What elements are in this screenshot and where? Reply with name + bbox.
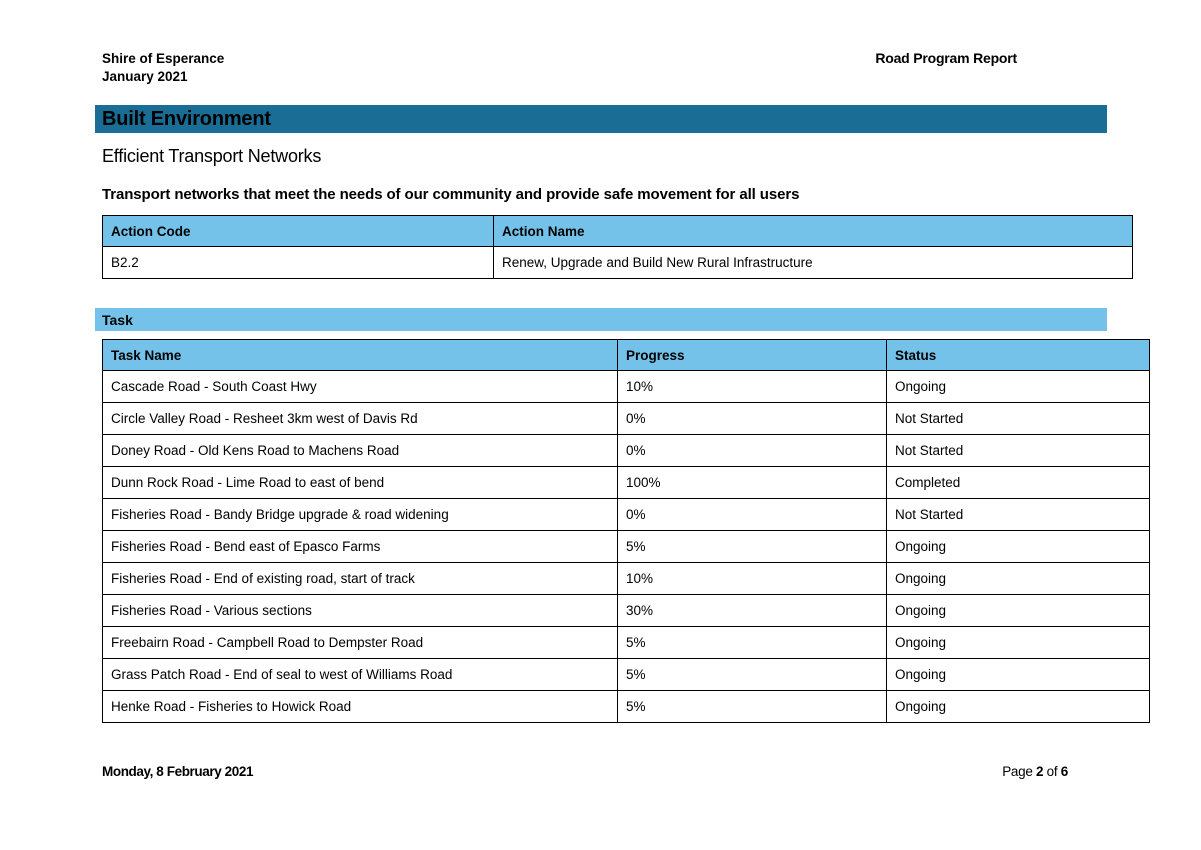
page-header: Shire of Esperance January 2021 Road Pro… (102, 50, 1017, 86)
table-cell: Not Started (886, 434, 1150, 467)
report-period: January 2021 (102, 69, 188, 84)
table-cell: Completed (886, 466, 1150, 499)
action-table-header-row: Action Code Action Name (102, 215, 1133, 247)
page-footer: Monday, 8 February 2021 Page 2 of 6 (102, 764, 1068, 779)
org-name: Shire of Esperance (102, 51, 225, 66)
footer-page-word: Page (1002, 764, 1036, 779)
table-cell: Freebairn Road - Campbell Road to Dempst… (102, 626, 618, 659)
table-cell: 5% (617, 530, 887, 563)
section-banner: Built Environment (95, 105, 1107, 133)
task-table-header-row: Task Name Progress Status (102, 339, 1150, 371)
table-cell: 5% (617, 690, 887, 723)
subsection-description: Transport networks that meet the needs o… (102, 186, 800, 203)
footer-page-indicator: Page 2 of 6 (1002, 764, 1068, 779)
table-cell: 0% (617, 434, 887, 467)
footer-page-total: 6 (1060, 764, 1069, 779)
task-table-body: Cascade Road - South Coast Hwy 10% Ongoing… (102, 370, 1150, 723)
task-banner: Task (95, 308, 1107, 331)
table-cell: Cascade Road - South Coast Hwy (102, 370, 618, 403)
table-cell: 30% (617, 594, 887, 627)
table-cell: B2.2 (102, 246, 494, 279)
table-cell: Grass Patch Road - End of seal to west o… (102, 658, 618, 691)
table-cell: Not Started (886, 498, 1150, 531)
table-cell: Fisheries Road - Bend east of Epasco Far… (102, 530, 618, 563)
table-cell: Doney Road - Old Kens Road to Machens Ro… (102, 434, 618, 467)
action-code-header: Action Code (102, 215, 494, 247)
footer-page-number: 2 (1036, 764, 1044, 779)
table-row: B2.2 Renew, Upgrade and Build New Rural I… (102, 246, 1133, 279)
table-row: Fisheries Road - Bend east of Epasco Far… (102, 530, 1150, 563)
table-row: Cascade Road - South Coast Hwy 10% Ongoing (102, 370, 1150, 403)
status-header: Status (886, 339, 1150, 371)
action-name-header: Action Name (493, 215, 1133, 247)
table-row: Fisheries Road - End of existing road, s… (102, 562, 1150, 595)
table-cell: 100% (617, 466, 887, 499)
table-cell: Renew, Upgrade and Build New Rural Infra… (493, 246, 1133, 279)
table-row: Fisheries Road - Various sections 30% Ongo… (102, 594, 1150, 627)
table-cell: Fisheries Road - Bandy Bridge upgrade & … (102, 498, 618, 531)
report-title: Road Program Report (875, 50, 1017, 66)
table-cell: Fisheries Road - End of existing road, s… (102, 562, 618, 595)
table-row: Grass Patch Road - End of seal to west o… (102, 658, 1150, 691)
table-cell: 5% (617, 626, 887, 659)
action-table-body: B2.2 Renew, Upgrade and Build New Rural I… (102, 246, 1133, 279)
table-cell: 10% (617, 562, 887, 595)
action-table: Action Code Action Name B2.2 Renew, Upgra… (102, 215, 1133, 279)
table-cell: 0% (617, 498, 887, 531)
table-row: Freebairn Road - Campbell Road to Dempst… (102, 626, 1150, 659)
table-cell: Fisheries Road - Various sections (102, 594, 618, 627)
footer-of-word: of (1043, 764, 1061, 779)
task-table-header: Task Name Progress Status (102, 339, 1150, 371)
table-cell: Ongoing (886, 530, 1150, 563)
task-name-header: Task Name (102, 339, 618, 371)
subsection-title: Efficient Transport Networks (102, 146, 322, 166)
table-cell: Not Started (886, 402, 1150, 435)
table-row: Doney Road - Old Kens Road to Machens Ro… (102, 434, 1150, 467)
table-cell: Ongoing (886, 658, 1150, 691)
table-cell: Ongoing (886, 370, 1150, 403)
table-row: Circle Valley Road - Resheet 3km west of… (102, 402, 1150, 435)
table-cell: Circle Valley Road - Resheet 3km west of… (102, 402, 618, 435)
table-row: Henke Road - Fisheries to Howick Road 5% O… (102, 690, 1150, 723)
table-cell: 10% (617, 370, 887, 403)
progress-header: Progress (617, 339, 887, 371)
table-cell: Ongoing (886, 594, 1150, 627)
table-cell: Dunn Rock Road - Lime Road to east of be… (102, 466, 618, 499)
action-table-header: Action Code Action Name (102, 215, 1133, 247)
table-row: Fisheries Road - Bandy Bridge upgrade & … (102, 498, 1150, 531)
header-left: Shire of Esperance January 2021 (102, 50, 224, 86)
table-cell: Ongoing (886, 562, 1150, 595)
table-cell: 0% (617, 402, 887, 435)
footer-date: Monday, 8 February 2021 (102, 764, 254, 779)
table-cell: Ongoing (886, 690, 1150, 723)
table-row: Dunn Rock Road - Lime Road to east of be… (102, 466, 1150, 499)
table-cell: 5% (617, 658, 887, 691)
task-table: Task Name Progress Status Cascade Road -… (102, 339, 1150, 723)
table-cell: Ongoing (886, 626, 1150, 659)
table-cell: Henke Road - Fisheries to Howick Road (102, 690, 618, 723)
